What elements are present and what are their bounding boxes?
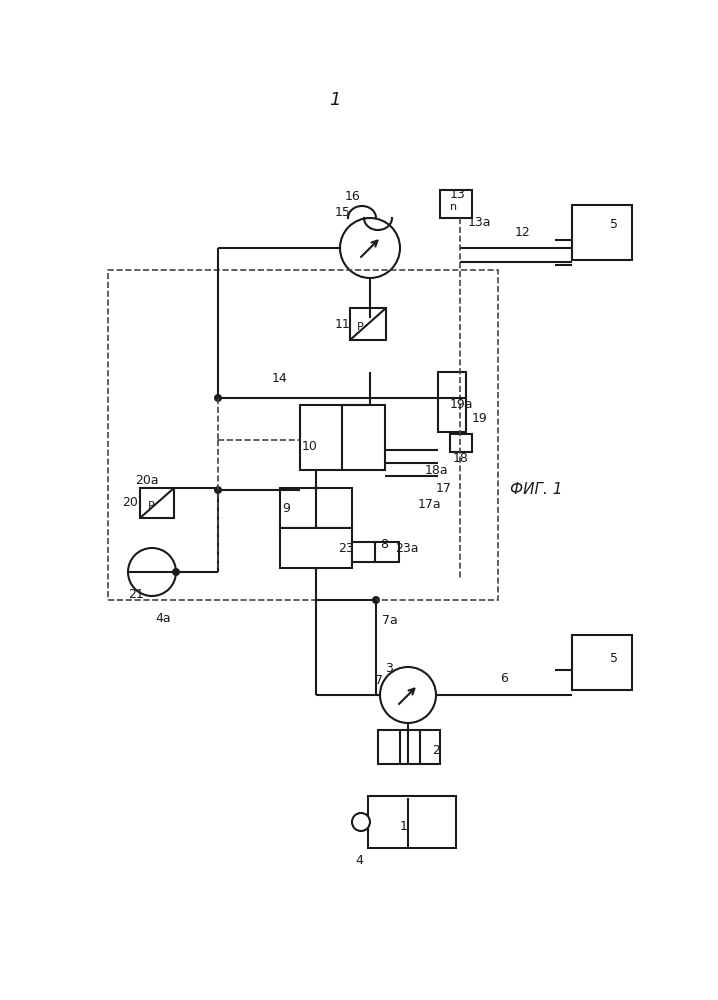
- Circle shape: [372, 596, 380, 604]
- Text: 20: 20: [122, 496, 138, 510]
- Circle shape: [352, 813, 370, 831]
- Text: 11: 11: [335, 318, 351, 332]
- Text: 19a: 19a: [450, 398, 473, 412]
- Bar: [378, 730, 440, 764]
- Text: 5: 5: [610, 652, 618, 664]
- Bar: [572, 635, 632, 690]
- Bar: [140, 488, 174, 518]
- Bar: [300, 405, 385, 470]
- Bar: [438, 372, 466, 432]
- Text: 13: 13: [450, 188, 466, 202]
- Bar: [375, 542, 399, 562]
- Text: 13a: 13a: [468, 216, 492, 229]
- Text: 18: 18: [453, 452, 469, 464]
- Text: 16: 16: [345, 190, 360, 204]
- Text: 18a: 18a: [425, 464, 449, 477]
- Bar: [572, 205, 632, 260]
- Text: 5: 5: [610, 219, 618, 232]
- Text: 1: 1: [330, 91, 341, 109]
- Text: 7: 7: [375, 674, 383, 686]
- Circle shape: [214, 486, 222, 494]
- Circle shape: [340, 218, 400, 278]
- Text: 7a: 7a: [382, 613, 398, 626]
- Text: 14: 14: [272, 371, 288, 384]
- Circle shape: [172, 568, 180, 576]
- Circle shape: [380, 667, 436, 723]
- Text: 19: 19: [472, 412, 488, 424]
- Bar: [352, 542, 376, 562]
- Text: 10: 10: [302, 440, 318, 454]
- Bar: [108, 270, 498, 600]
- Bar: [368, 796, 456, 848]
- Circle shape: [214, 394, 222, 402]
- Text: 15: 15: [335, 207, 351, 220]
- Text: P: P: [148, 501, 154, 511]
- Text: 17: 17: [436, 482, 452, 494]
- Text: 6: 6: [500, 672, 508, 684]
- Bar: [280, 488, 352, 528]
- Text: 4: 4: [355, 854, 363, 866]
- Bar: [450, 434, 472, 452]
- Bar: [350, 308, 386, 340]
- Text: 2: 2: [432, 744, 440, 756]
- Text: 3: 3: [385, 662, 393, 674]
- Text: 8: 8: [380, 538, 388, 552]
- Text: 1: 1: [400, 820, 408, 832]
- Bar: [440, 190, 472, 218]
- Text: ФИГ. 1: ФИГ. 1: [510, 483, 562, 497]
- Text: P: P: [357, 322, 363, 332]
- Text: 23a: 23a: [395, 542, 419, 554]
- Text: 17a: 17a: [418, 498, 442, 512]
- Bar: [280, 528, 352, 568]
- Text: 4a: 4a: [155, 611, 171, 624]
- Text: 12: 12: [515, 227, 531, 239]
- Text: 21: 21: [128, 588, 144, 601]
- Text: 20a: 20a: [135, 474, 159, 487]
- Circle shape: [128, 548, 176, 596]
- Text: n: n: [450, 202, 457, 212]
- Text: 9: 9: [282, 502, 290, 514]
- Text: 23: 23: [338, 542, 354, 554]
